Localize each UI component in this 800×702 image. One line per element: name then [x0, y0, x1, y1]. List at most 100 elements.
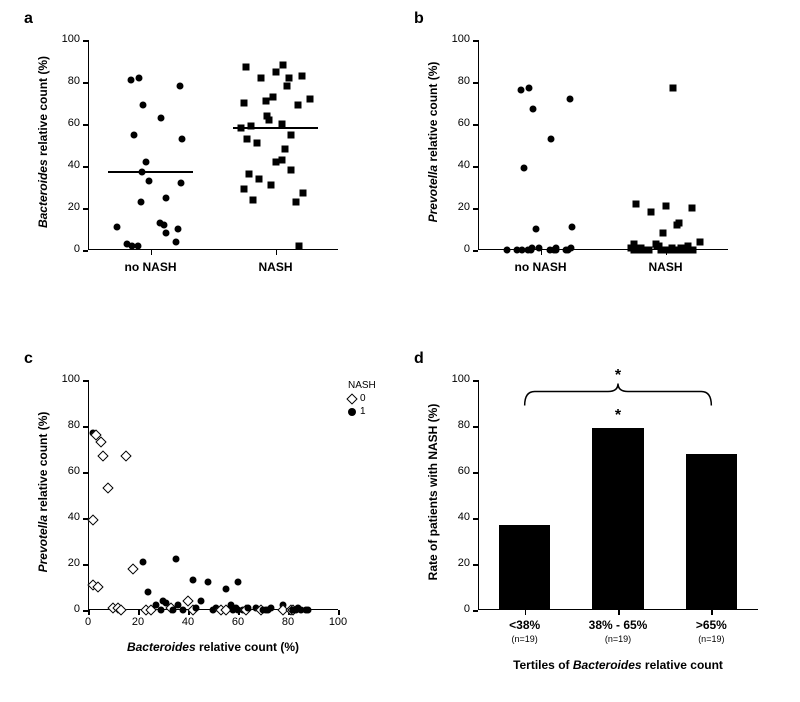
- x-tick: [88, 610, 90, 615]
- data-point: [158, 114, 165, 121]
- y-tick: [473, 250, 478, 252]
- legend-c-label-1: 1: [360, 406, 366, 417]
- y-tick: [83, 472, 88, 474]
- y-tick: [473, 208, 478, 210]
- y-tick-label: 60: [54, 117, 80, 129]
- panel-c: c Prevotella relative count (%) Bacteroi…: [18, 350, 398, 690]
- data-point: [267, 604, 274, 611]
- data-point: [240, 186, 247, 193]
- data-point: [245, 171, 252, 178]
- cat-label: NASH: [616, 260, 716, 274]
- data-point: [288, 167, 295, 174]
- legend-c: NASH 0 1: [348, 380, 376, 417]
- legend-c-label-0: 0: [360, 393, 366, 404]
- data-point: [130, 131, 137, 138]
- data-point: [300, 190, 307, 197]
- y-tick-label: 60: [54, 465, 80, 477]
- data-point: [532, 226, 539, 233]
- y-tick-label: 80: [444, 75, 470, 87]
- data-point: [280, 62, 287, 69]
- data-point: [262, 97, 269, 104]
- data-point: [529, 106, 536, 113]
- y-title-b-italic: Prevotella: [426, 165, 440, 222]
- median-line: [233, 127, 318, 129]
- data-point: [161, 221, 168, 228]
- y-tick: [473, 166, 478, 168]
- cat-sublabel: (n=19): [568, 634, 668, 644]
- y-tick: [83, 40, 88, 42]
- y-title-a-italic: Bacteroides: [36, 159, 50, 228]
- x-tick-label: 60: [225, 616, 251, 628]
- data-point: [190, 577, 197, 584]
- y-tick-label: 0: [54, 243, 80, 255]
- data-point: [270, 93, 277, 100]
- y-tick: [83, 166, 88, 168]
- y-tick-label: 0: [444, 243, 470, 255]
- panel-b: b Prevotella relative count (%) 02040608…: [408, 10, 788, 310]
- sig-bracket: [408, 350, 778, 630]
- data-point: [553, 247, 560, 254]
- data-point: [243, 135, 250, 142]
- x-title-d: Tertiles of Bacteroides relative count: [478, 658, 758, 672]
- y-tick-label: 100: [54, 33, 80, 45]
- y-tick: [83, 82, 88, 84]
- y-tick: [473, 124, 478, 126]
- data-point: [285, 74, 292, 81]
- cat-sublabel: (n=19): [475, 634, 575, 644]
- y-tick-label: 20: [54, 201, 80, 213]
- data-point: [548, 135, 555, 142]
- data-point: [142, 158, 149, 165]
- data-point: [306, 95, 313, 102]
- data-point: [192, 604, 199, 611]
- data-point: [179, 135, 186, 142]
- panel-c-label: c: [24, 350, 33, 368]
- data-point: [235, 579, 242, 586]
- x-tick: [138, 610, 140, 615]
- data-point: [256, 175, 263, 182]
- data-point: [696, 238, 703, 245]
- y-tick-label: 40: [54, 511, 80, 523]
- data-point: [135, 74, 142, 81]
- cat-label: no NASH: [101, 260, 201, 274]
- x-title-d-italic: Bacteroides: [573, 658, 642, 672]
- data-point: [242, 64, 249, 71]
- data-point: [647, 209, 654, 216]
- x-tick-label: 40: [175, 616, 201, 628]
- legend-c-title: NASH: [348, 380, 376, 391]
- data-point: [146, 177, 153, 184]
- y-tick: [83, 250, 88, 252]
- y-tick: [83, 426, 88, 428]
- x-title-c: Bacteroides relative count (%): [88, 640, 338, 654]
- data-point: [536, 244, 543, 251]
- data-point: [163, 230, 170, 237]
- data-point: [138, 198, 145, 205]
- axes-c: [88, 380, 338, 610]
- cat-tick: [276, 250, 278, 255]
- data-point: [670, 85, 677, 92]
- data-point: [177, 83, 184, 90]
- data-point: [281, 146, 288, 153]
- x-tick-label: 80: [275, 616, 301, 628]
- x-title-d-pre: Tertiles of: [513, 658, 573, 672]
- data-point: [197, 597, 204, 604]
- y-tick-label: 20: [444, 201, 470, 213]
- figure: a Bacteroides relative count (%) 0204060…: [0, 0, 800, 702]
- y-title-a: Bacteroides relative count (%): [36, 37, 50, 247]
- y-title-c: Prevotella relative count (%): [36, 377, 50, 607]
- cat-label: NASH: [226, 260, 326, 274]
- data-point: [114, 223, 121, 230]
- data-point: [128, 76, 135, 83]
- data-point: [518, 87, 525, 94]
- x-title-d-post: relative count: [645, 658, 723, 672]
- data-point: [140, 558, 147, 565]
- data-point: [272, 68, 279, 75]
- data-point: [174, 226, 181, 233]
- data-point: [295, 102, 302, 109]
- data-point: [135, 242, 142, 249]
- legend-c-item-1: 1: [348, 406, 376, 417]
- data-point: [562, 247, 569, 254]
- data-point: [673, 221, 680, 228]
- data-point: [145, 588, 152, 595]
- x-title-c-rest: relative count (%): [199, 640, 299, 654]
- y-tick-label: 100: [54, 373, 80, 385]
